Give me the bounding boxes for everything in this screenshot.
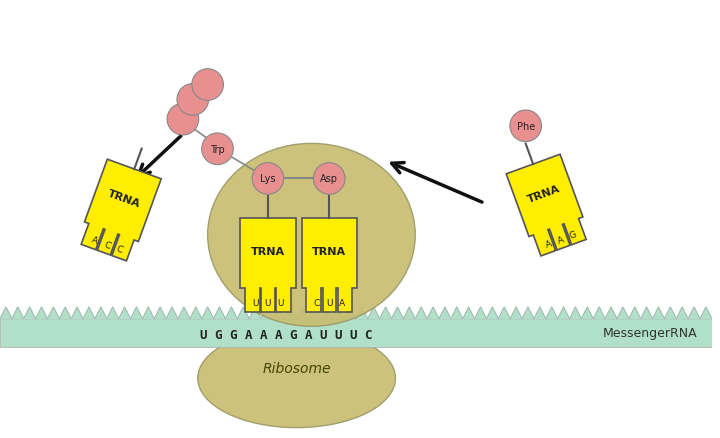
- Text: Trp: Trp: [210, 145, 225, 155]
- Text: TRNA: TRNA: [106, 188, 141, 209]
- Text: TRNA: TRNA: [526, 184, 562, 205]
- Text: U: U: [265, 298, 271, 307]
- Text: Asp: Asp: [320, 174, 338, 184]
- Text: A: A: [556, 234, 565, 245]
- Circle shape: [202, 134, 233, 165]
- Ellipse shape: [207, 144, 415, 326]
- Text: TRNA: TRNA: [251, 246, 285, 256]
- Text: A: A: [91, 235, 99, 246]
- Polygon shape: [0, 307, 712, 319]
- Text: C: C: [102, 240, 112, 250]
- Text: Phe: Phe: [516, 121, 535, 131]
- Text: TRNA: TRNA: [312, 246, 346, 256]
- Text: U: U: [277, 298, 284, 307]
- Polygon shape: [302, 219, 357, 312]
- Text: Lys: Lys: [260, 174, 276, 184]
- Circle shape: [192, 70, 223, 101]
- Circle shape: [313, 163, 345, 195]
- Text: U: U: [326, 298, 333, 307]
- Text: U: U: [253, 298, 259, 307]
- Text: G: G: [567, 230, 577, 241]
- Text: A: A: [338, 298, 345, 307]
- Circle shape: [510, 111, 541, 142]
- Circle shape: [177, 85, 209, 116]
- Polygon shape: [240, 219, 296, 312]
- Ellipse shape: [198, 329, 395, 427]
- Text: MessengerRNA: MessengerRNA: [603, 326, 698, 339]
- Text: C: C: [114, 244, 123, 254]
- FancyBboxPatch shape: [0, 319, 712, 347]
- Text: A: A: [544, 239, 553, 249]
- Text: C: C: [314, 298, 320, 307]
- Polygon shape: [81, 160, 161, 261]
- Text: Ribosome: Ribosome: [262, 361, 331, 375]
- Circle shape: [167, 104, 199, 136]
- Text: U G G A A A G A U U U C: U G G A A A G A U U U C: [200, 328, 373, 341]
- Circle shape: [252, 163, 284, 195]
- Polygon shape: [506, 155, 586, 256]
